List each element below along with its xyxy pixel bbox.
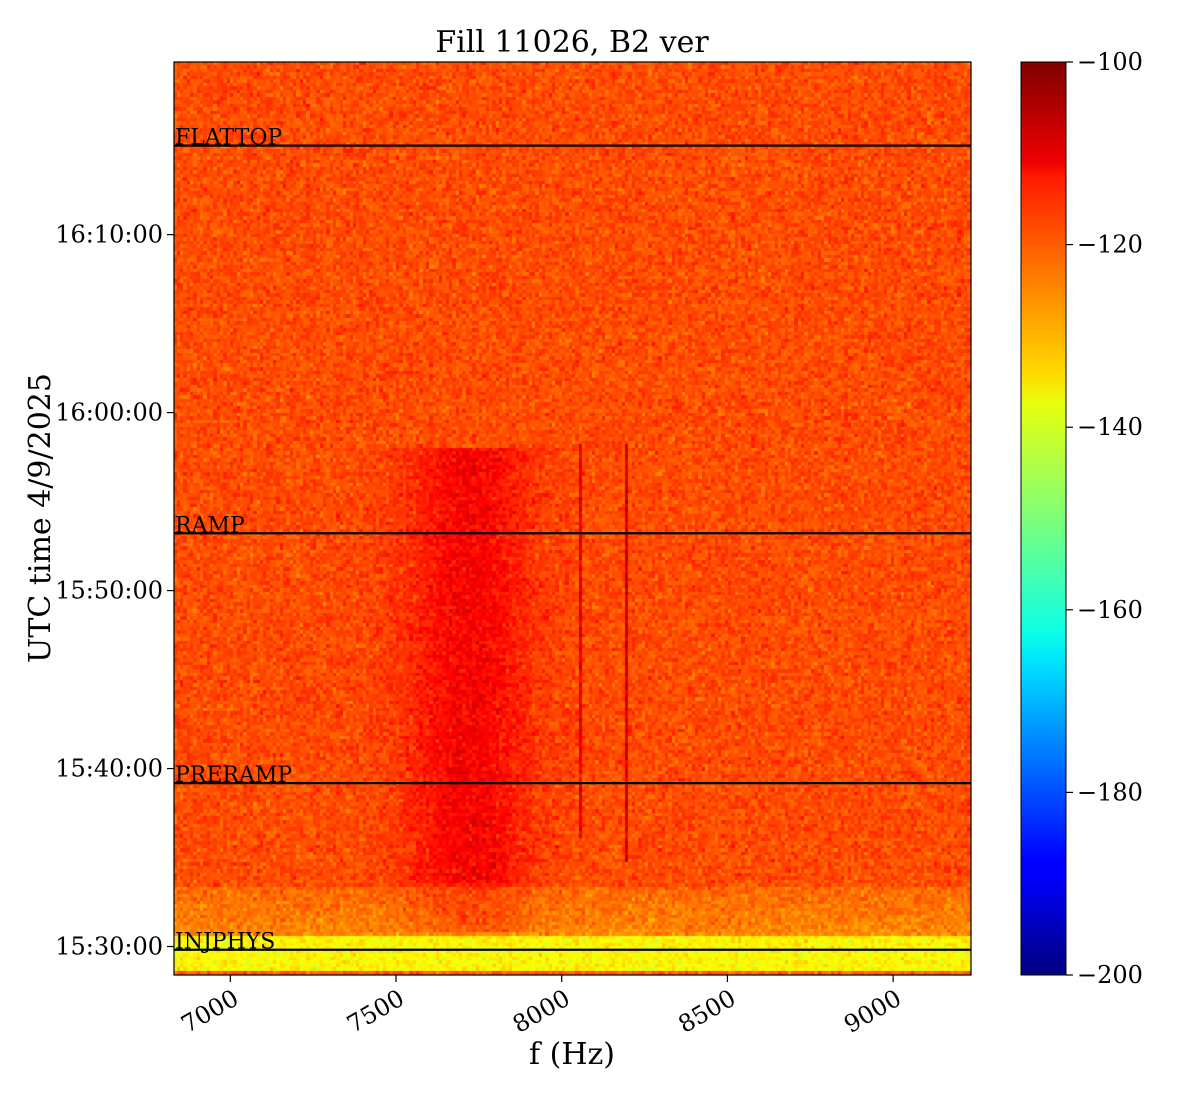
y-tick-label: 15:30:00 [55,933,163,961]
y-axis-label: UTC time 4/9/2025 [23,373,58,663]
x-axis-ticks: 7000 7500 8000 8500 9000 [176,975,906,1039]
y-axis-ticks: 15:30:00 15:40:00 15:50:00 16:00:00 16:10:00 [55,221,174,961]
heatmap-panel: INJPHYS PRERAMP RAMP FLATTOP [173,61,972,976]
x-tick-label: 7000 [176,984,243,1039]
phase-marker-label: PRERAMP [175,763,292,788]
y-tick-label: 16:00:00 [55,399,163,427]
phase-marker-label: FLATTOP [175,126,282,151]
phase-markers: INJPHYS PRERAMP RAMP FLATTOP [174,126,971,955]
x-tick-label: 8000 [508,984,575,1039]
y-tick-label: 15:40:00 [55,755,163,783]
chart-title: Fill 11026, B2 ver [435,25,709,60]
y-tick-label: 15:50:00 [55,577,163,605]
colorbar-tick-label: −140 [1077,413,1143,441]
colorbar-tick-label: −200 [1077,961,1143,989]
plot-frame [173,61,972,976]
colorbar: −100 −120 −140 −160 −180 −200 [1020,48,1143,989]
colorbar-tick-label: −180 [1077,778,1143,806]
colorbar-tick-label: −160 [1077,596,1143,624]
colorbar-tick-label: −100 [1077,48,1143,76]
x-tick-label: 7500 [342,984,409,1039]
colorbar-tick-label: −120 [1077,231,1143,259]
x-axis-label: f (Hz) [529,1037,615,1072]
heatmap-image [174,62,971,975]
x-tick-label: 8500 [674,984,741,1039]
y-tick-label: 16:10:00 [55,221,163,249]
phase-marker-label: INJPHYS [175,930,275,955]
colorbar-ticks: −100 −120 −140 −160 −180 −200 [1066,48,1143,989]
phase-marker-label: RAMP [175,513,245,538]
x-tick-label: 9000 [839,984,906,1039]
colorbar-gradient [1020,61,1067,976]
